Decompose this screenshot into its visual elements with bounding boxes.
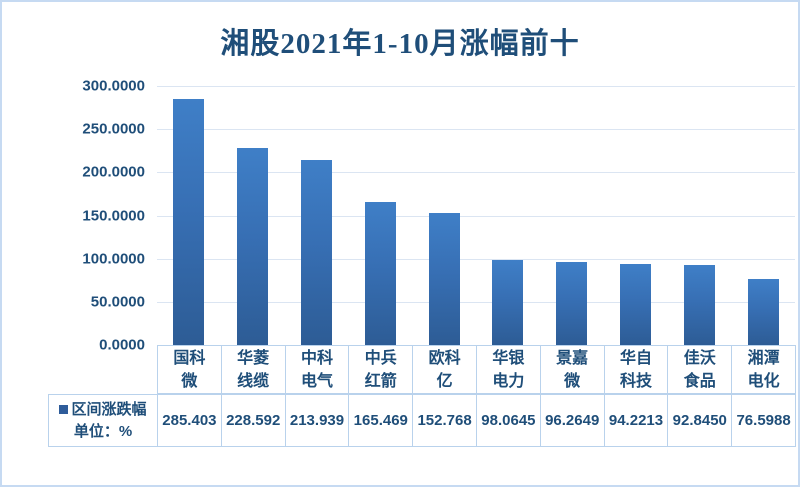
category-header-cell: 中兵红箭 [348,345,414,394]
legend-unit-label: 单位：% [73,422,133,440]
gridline [157,215,795,217]
y-axis-label: 250.0000 [82,120,145,138]
legend-series-label: 区间涨跌幅 [71,400,147,418]
y-axis-label: 300.0000 [82,77,145,95]
category-header-cell: 湘潭电化 [731,345,796,394]
y-axis-label: 50.0000 [90,293,145,311]
value-cell: 92.8450 [667,394,733,447]
value-cell: 152.768 [412,394,477,447]
bar-湘潭电化 [747,278,779,345]
legend-key-icon [59,405,69,414]
value-cell: 98.0645 [476,394,541,447]
legend-cell: 区间涨跌幅单位：% [48,394,158,447]
bar-华菱线缆 [237,147,269,345]
bar-佳沃食品 [683,264,715,345]
category-header-cell: 华银电力 [476,345,541,394]
y-axis-label: 0.0000 [99,336,145,354]
value-cell: 96.2649 [539,394,605,447]
chart-title: 湘股2021年1-10月涨幅前十 [220,28,580,60]
category-header-cell: 欧科亿 [412,345,477,394]
gridline [157,301,795,303]
value-cell: 228.592 [220,394,286,447]
bar-欧科亿 [428,213,460,345]
bar-国科微 [173,98,205,345]
gridline [157,258,795,260]
value-cell: 165.469 [348,394,414,447]
value-cell: 76.5988 [731,394,796,447]
category-header-cell: 景嘉微 [539,345,605,394]
bar-华银电力 [492,260,524,345]
bar-华自科技 [620,263,651,345]
category-header-cell: 佳沃食品 [667,345,733,394]
value-cell: 94.2213 [603,394,669,447]
y-axis-label: 200.0000 [82,163,145,181]
category-header-cell: 国科微 [157,345,222,394]
bar-中科电气 [301,160,332,345]
bar-中兵红箭 [364,202,396,345]
bar-景嘉微 [556,261,588,345]
y-axis-label: 100.0000 [82,250,145,268]
gridline [157,86,795,87]
gridline [157,129,795,131]
category-header-cell: 华菱线缆 [220,345,286,394]
category-header-cell: 华自科技 [603,345,669,394]
value-cell: 213.939 [284,394,350,447]
value-cell: 285.403 [157,394,222,447]
y-axis-label: 150.0000 [82,207,145,224]
category-header-cell: 中科电气 [284,345,350,394]
gridline [157,172,795,174]
